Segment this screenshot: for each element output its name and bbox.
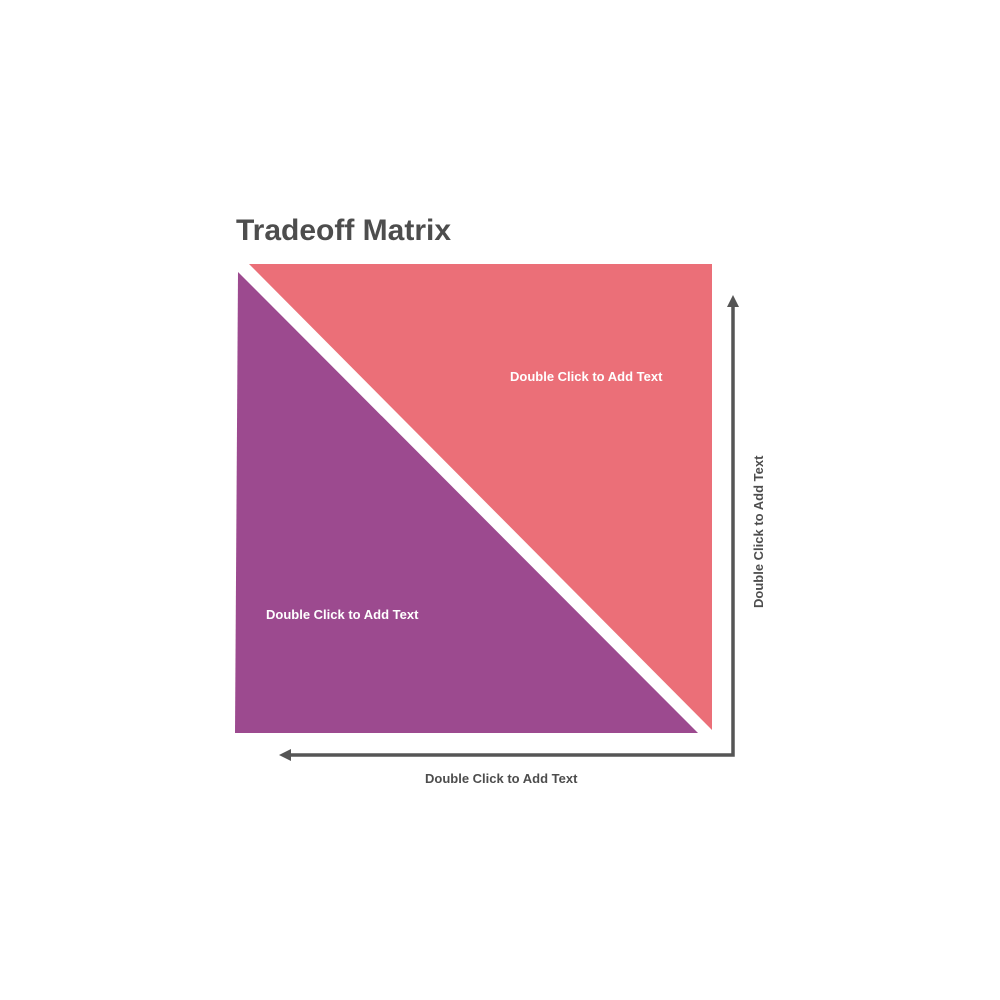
upper-triangle-label[interactable]: Double Click to Add Text — [510, 369, 663, 384]
lower-triangle-label[interactable]: Double Click to Add Text — [266, 607, 419, 622]
diagram-title[interactable]: Tradeoff Matrix — [236, 214, 452, 247]
lower-triangle[interactable] — [235, 272, 698, 733]
y-axis-arrowhead — [727, 295, 739, 307]
upper-triangle[interactable] — [249, 264, 712, 730]
y-axis-label[interactable]: Double Click to Add Text — [751, 455, 766, 608]
x-axis-arrowhead — [279, 749, 291, 761]
axis-lines — [288, 305, 735, 757]
x-axis-label[interactable]: Double Click to Add Text — [425, 771, 578, 786]
